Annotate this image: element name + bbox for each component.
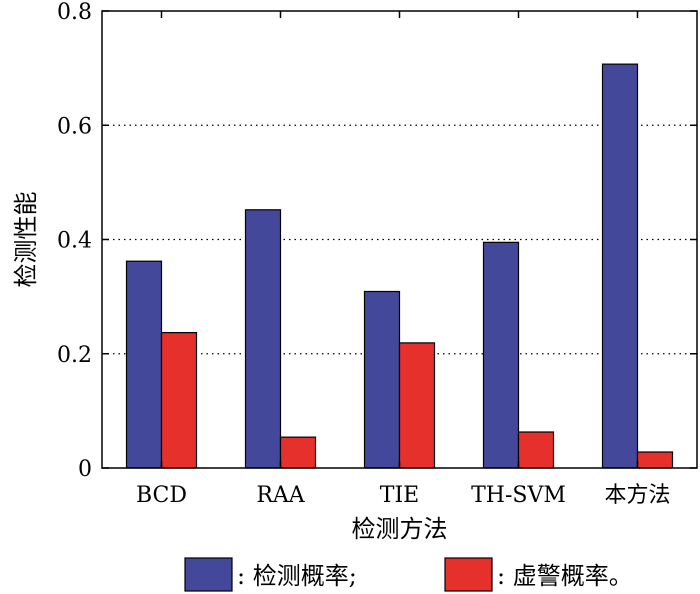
bar-false-alarm-prob xyxy=(279,436,317,469)
y-tick-label: 0.4 xyxy=(57,229,92,254)
y-tick-label: 0.8 xyxy=(57,0,92,25)
y-tick-label: 0 xyxy=(78,457,92,482)
x-axis-ticks: BCD RAA TIE TH-SVM 本方法 xyxy=(136,11,671,508)
bar-detection-prob xyxy=(244,209,282,469)
y-tick-label: 0.6 xyxy=(57,114,92,139)
x-tick-label: TH-SVM xyxy=(471,483,566,508)
bar-false-alarm-prob xyxy=(398,342,436,469)
bars xyxy=(125,63,674,469)
bar-false-alarm-prob xyxy=(160,332,198,469)
bar-false-alarm-prob xyxy=(636,451,674,469)
bar-detection-prob xyxy=(482,241,520,469)
legend-swatch xyxy=(184,557,233,592)
legend-label: : 检测概率; xyxy=(237,562,357,590)
legend: : 检测概率; : 虚警概率。 xyxy=(184,557,633,592)
bar-detection-prob xyxy=(125,260,163,469)
legend-swatch xyxy=(444,557,493,592)
bar-detection-prob xyxy=(363,290,401,469)
x-axis-title: 检测方法 xyxy=(352,515,448,543)
bar-false-alarm-prob xyxy=(517,431,555,469)
x-tick-label: BCD xyxy=(136,483,187,508)
y-tick-label: 0.2 xyxy=(57,343,92,368)
legend-label: : 虚警概率。 xyxy=(497,562,633,590)
x-tick-label: TIE xyxy=(380,483,419,508)
bar-detection-prob xyxy=(601,63,639,469)
x-tick-label: RAA xyxy=(256,483,305,508)
y-axis-ticks: 0 0.2 0.4 0.6 0.8 xyxy=(57,0,697,482)
x-tick-label: 本方法 xyxy=(604,483,670,508)
y-axis-title: 检测性能 xyxy=(12,192,40,288)
